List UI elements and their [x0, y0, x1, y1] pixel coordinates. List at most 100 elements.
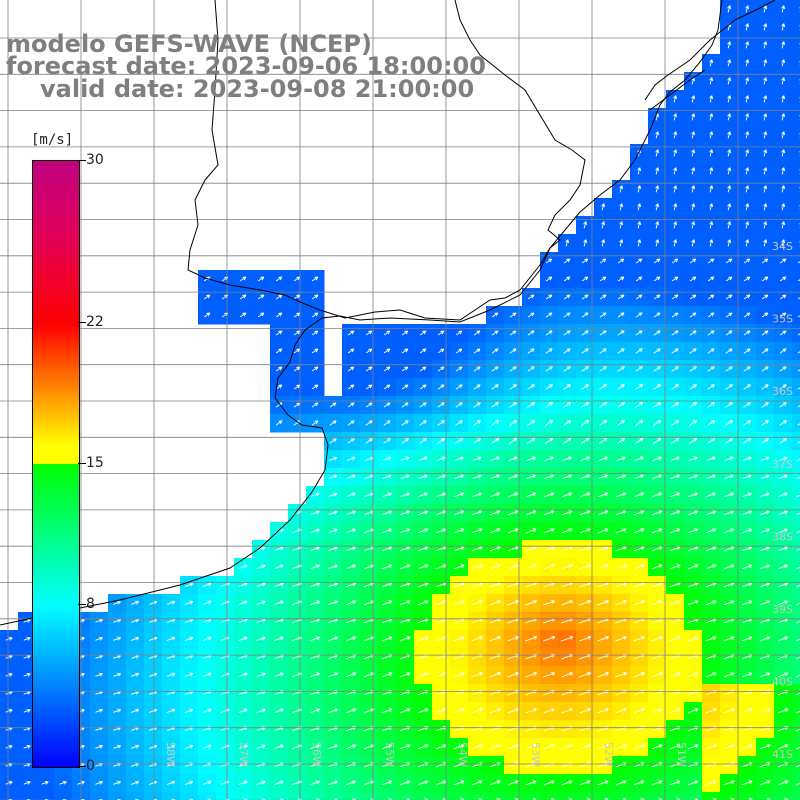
wind-arrow [601, 203, 606, 211]
wind-arrow [601, 221, 606, 229]
wind-arrow [724, 474, 734, 480]
wind-arrow [673, 149, 678, 157]
wind-speed-cell [792, 216, 800, 235]
wind-arrow [705, 780, 717, 786]
wind-arrow [795, 728, 800, 732]
wind-arrow [615, 564, 627, 570]
wind-arrow [473, 366, 481, 372]
wind-arrow [525, 546, 537, 552]
wind-arrow [742, 456, 752, 462]
wind-arrow [471, 564, 483, 570]
wind-arrow [763, 5, 768, 13]
wind-arrow [615, 672, 628, 678]
wind-arrow [166, 672, 176, 677]
wind-speed-cell [36, 792, 55, 800]
wind-arrow [687, 528, 699, 534]
wind-arrow [795, 746, 800, 750]
wind-arrow [525, 672, 538, 678]
wind-arrow [633, 780, 645, 786]
wind-arrow [455, 366, 463, 372]
wind-arrow [635, 258, 643, 264]
wind-arrow [310, 510, 320, 516]
wind-arrow [545, 312, 553, 318]
wind-arrow [23, 708, 31, 713]
wind-arrow [583, 221, 588, 229]
wind-arrow [778, 600, 789, 606]
wind-arrow [383, 384, 391, 390]
wind-arrow [418, 474, 428, 480]
wind-arrow [563, 258, 571, 264]
wind-arrow [23, 672, 31, 677]
title-forecast-date: forecast date: 2023-09-06 18:00:00 [6, 52, 486, 80]
wind-arrow [561, 528, 573, 534]
wind-speed-cell [90, 792, 109, 800]
wind-arrow [725, 330, 733, 336]
wind-speed-cell [558, 792, 577, 800]
wind-arrow [328, 582, 339, 588]
wind-arrow [706, 510, 717, 516]
wind-arrow [745, 239, 750, 247]
wind-arrow [795, 692, 800, 696]
wind-arrow [345, 636, 357, 642]
wind-arrow [709, 239, 714, 247]
wind-arrow [725, 366, 733, 372]
wind-arrow [310, 708, 321, 714]
wind-arrow [274, 600, 284, 606]
wind-arrow [635, 276, 643, 282]
wind-arrow [256, 564, 266, 570]
wind-arrow [671, 366, 679, 372]
wind-arrow [491, 330, 499, 336]
wind-arrow [651, 528, 663, 534]
wind-arrow [691, 113, 696, 121]
wind-arrow [453, 780, 465, 786]
wind-arrow [707, 294, 715, 300]
wind-arrow [706, 456, 716, 462]
wind-arrow [763, 113, 768, 121]
wind-arrow [131, 636, 140, 641]
wind-arrow [401, 438, 409, 444]
wind-arrow [365, 348, 373, 354]
wind-arrow [797, 279, 800, 282]
colorbar-units: [m/s] [31, 132, 74, 148]
wind-arrow [509, 312, 517, 318]
wind-arrow [727, 185, 732, 193]
wind-speed-cell [792, 378, 800, 397]
wind-arrow [619, 203, 624, 211]
wind-arrow [615, 546, 627, 552]
wind-arrow [778, 510, 788, 516]
latitude-label: 39S [772, 603, 793, 616]
wind-arrow [381, 744, 393, 750]
wind-arrow [781, 167, 786, 175]
wind-arrow [41, 780, 49, 785]
wind-arrow [545, 348, 553, 354]
wind-arrow [777, 780, 789, 786]
wind-arrow [328, 744, 339, 750]
wind-arrow [454, 492, 465, 498]
wind-arrow [796, 656, 800, 660]
wind-arrow [274, 636, 284, 642]
wind-arrow [399, 636, 411, 642]
wind-arrow [184, 672, 194, 677]
wind-arrow [669, 636, 681, 642]
wind-speed-cell [540, 792, 559, 800]
wind-arrow [365, 330, 373, 336]
wind-speed-cell [0, 792, 19, 800]
wind-arrow [274, 546, 284, 552]
wind-arrow [723, 672, 735, 678]
wind-arrow [527, 366, 535, 372]
wind-arrow [742, 546, 753, 552]
wind-speed-cell [360, 792, 379, 800]
wind-arrow [691, 131, 696, 139]
wind-arrow [707, 419, 716, 426]
wind-arrow [455, 402, 463, 408]
wind-arrow [745, 149, 750, 157]
coastline-mainland [0, 0, 723, 626]
wind-arrow [707, 312, 715, 318]
longitude-label: 57W [237, 742, 250, 767]
wind-arrow [779, 420, 787, 426]
wind-arrow [779, 294, 787, 300]
wind-arrow [275, 276, 283, 282]
wind-arrow [652, 474, 663, 480]
wind-arrow [418, 510, 429, 516]
